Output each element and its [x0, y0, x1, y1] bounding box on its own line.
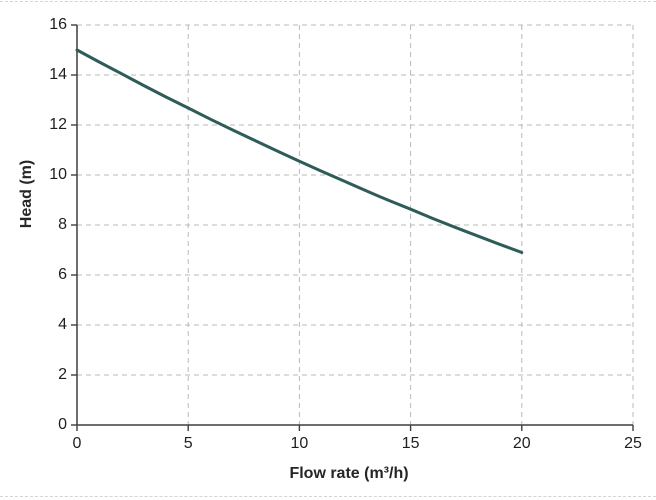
y-tick-label: 4 [58, 316, 67, 333]
y-tick-label: 0 [58, 416, 67, 433]
y-tick-label: 12 [49, 116, 67, 133]
x-axis-label: Flow rate (m³/h) [289, 465, 409, 482]
x-tick-label: 5 [183, 435, 193, 452]
y-tick-label: 10 [49, 166, 67, 183]
y-tick-label: 2 [58, 366, 67, 383]
x-tick-label: 15 [401, 435, 420, 452]
y-axis-label: Head (m) [18, 159, 35, 229]
y-tick-label: 16 [49, 16, 67, 33]
pump-head-curve [75, 48, 524, 254]
x-tick-label: 20 [512, 435, 531, 452]
x-tick-label: 25 [624, 435, 642, 452]
x-tick-label: 10 [290, 435, 309, 452]
y-tick-label: 14 [49, 66, 67, 83]
x-tick-label: 0 [72, 435, 82, 452]
figure-border-bottom [0, 496, 656, 497]
y-tick-label: 8 [58, 216, 67, 233]
figure-border-top [0, 1, 656, 2]
y-tick-label: 6 [58, 266, 67, 283]
